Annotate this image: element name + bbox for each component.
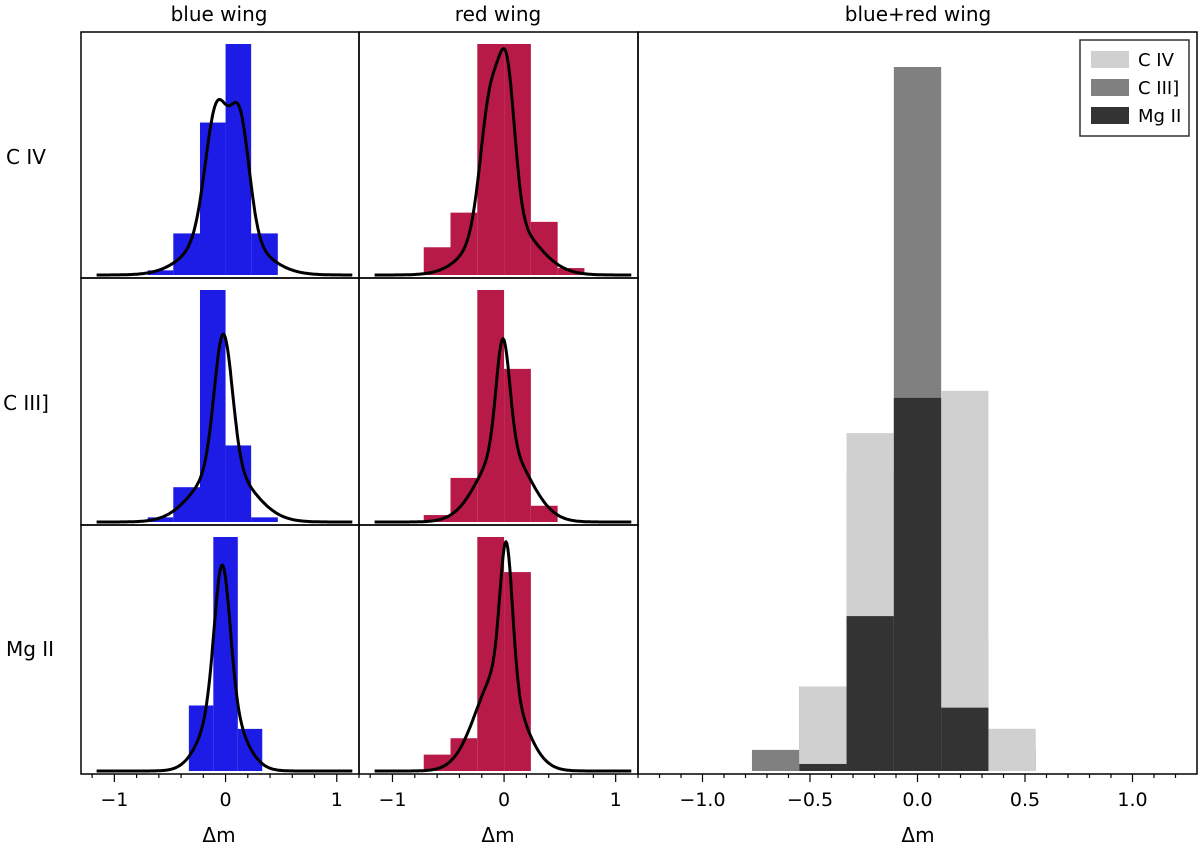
column-title-red-wing: red wing [455,2,541,26]
blue-wing-ciii-bar-4 [251,517,278,522]
x-axis-label-blue: Δm [202,823,235,847]
column-title-combined: blue+red wing [845,2,991,26]
blue-wing-ciii-bar-3 [225,445,252,522]
combined-mgii-bar-0 [799,763,847,771]
combined-civ-bar-0 [799,686,847,771]
combined-tick-label-0: −1.0 [679,789,725,811]
red-wing-mgii-kde-line [374,540,632,773]
row-label-civ: C IV [6,145,46,169]
combined-civ-bar-3 [988,728,1036,771]
legend-swatch-mgii [1091,107,1129,124]
row-label-ciii: C III] [3,391,49,415]
legend-label-civ: C IV [1138,50,1175,71]
x-axis-label-red: Δm [481,823,514,847]
blue-wing-mgii-kde-line [96,563,353,773]
combined-mgii-bar-3 [941,707,989,771]
legend-swatch-ciii [1091,79,1129,96]
red-wing-civ-kde-line [374,47,632,277]
blue-wing-civ-kde-line [96,97,353,277]
x-axis-ticks: −1 0 1 −1 0 1 −1.0 −0.5 0.0 0.5 1.0 [91,774,1177,811]
x-axis-label-combined: Δm [901,823,934,847]
blue-wing-ciii-bar-1 [173,487,200,522]
blue-wing-ciii-kde-line [96,332,353,524]
row-label-mgii: Mg II [6,637,54,661]
red-wing-ciii-bar-0 [423,515,451,522]
combined-tick-label-1: −0.5 [787,789,833,811]
legend-label-ciii: C III] [1138,78,1179,99]
blue-wing-tick-label-0: −1 [100,789,128,811]
blue-wing-civ-bar-1 [173,233,200,275]
combined-ciii-bar-0 [751,749,800,771]
red-wing-mgii-bar-2 [477,537,505,771]
combined-tick-label-2: 0.0 [902,789,932,811]
combined-tick-label-4: 1.0 [1117,789,1147,811]
blue-wing-mgii-bar-0 [188,705,214,771]
red-wing-ciii-kde-line [374,337,632,524]
red-wing-tick-label-1: 0 [498,789,510,811]
combined-mgii-bar-2 [893,397,942,771]
legend: C IV C III] Mg II [1079,39,1190,137]
red-wing-ciii-bar-2 [477,290,505,522]
blue-wing-tick-label-1: 0 [220,789,232,811]
labels: blue wing red wing blue+red wing C IV C … [3,2,991,847]
blue-wing-civ-bar-0 [147,270,174,275]
red-wing-tick-label-2: 1 [610,789,622,811]
red-wing-tick-label-0: −1 [378,789,406,811]
blue-wing-ciii-bar-0 [147,517,174,522]
legend-label-mgii: Mg II [1138,106,1181,127]
plot-area [96,44,1036,773]
column-title-blue-wing: blue wing [171,2,268,26]
legend-swatch-civ [1091,51,1129,68]
combined-tick-label-3: 0.5 [1010,789,1040,811]
blue-wing-civ-bar-4 [251,233,278,275]
blue-wing-tick-label-2: 1 [331,789,343,811]
red-wing-civ-bar-4 [530,221,558,275]
blue-wing-civ-bar-2 [199,122,226,275]
combined-mgii-bar-1 [846,616,894,771]
